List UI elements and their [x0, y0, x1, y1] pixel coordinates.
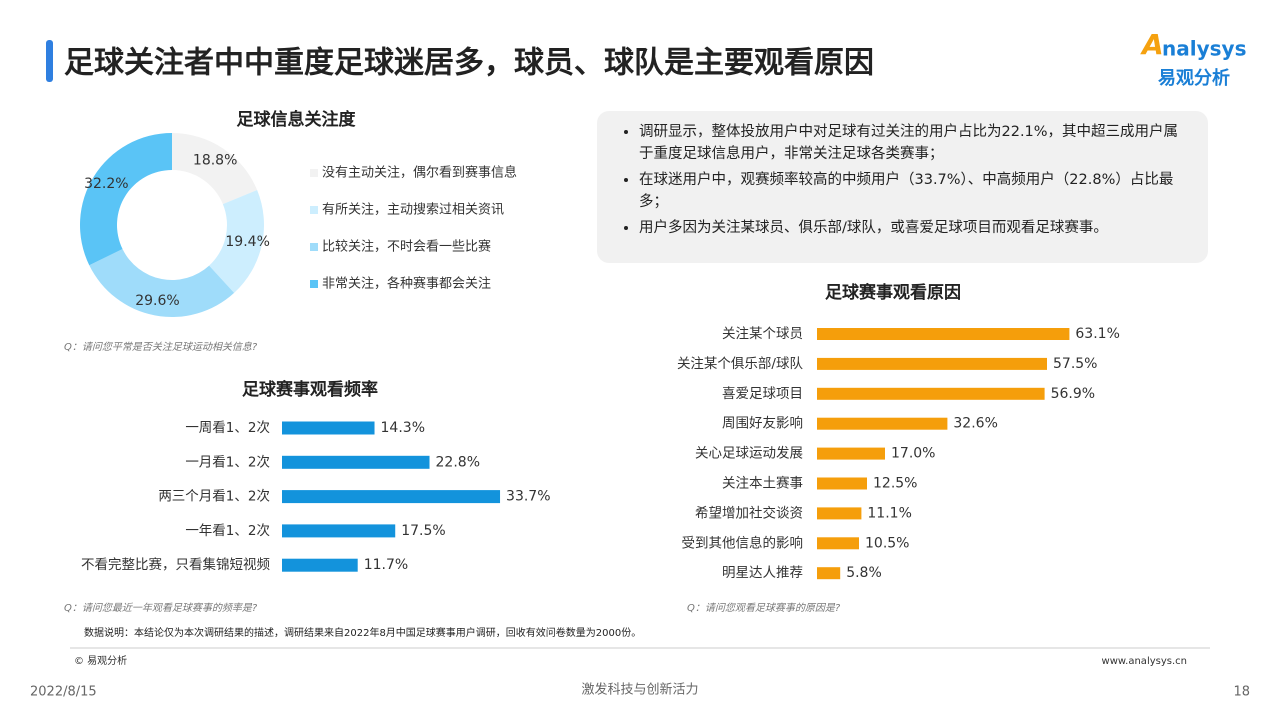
donut-slice	[89, 249, 235, 317]
category-label: 一周看1、2次	[185, 420, 270, 436]
page-number: 18	[1233, 685, 1250, 700]
slogan: 激发科技与创新活力	[581, 682, 698, 698]
value-label: 11.7%	[364, 557, 408, 573]
slice-label: 19.4%	[225, 234, 269, 250]
legend-label: 非常关注，各种赛事都会关注	[322, 276, 491, 292]
bar	[817, 417, 948, 430]
summary-bullet: 在球迷用户中，观赛频率较高的中频用户（33.7%）、中高频用户（22.8%）占比…	[639, 169, 1190, 213]
legend-swatch	[310, 206, 318, 214]
legend-swatch	[310, 243, 318, 251]
title-accent	[46, 40, 53, 82]
slice-label: 29.6%	[135, 293, 179, 309]
bar	[817, 447, 885, 460]
bar	[282, 455, 430, 469]
bar	[817, 357, 1047, 370]
logo-a: A	[1140, 28, 1164, 61]
slice-label: 18.8%	[193, 153, 237, 169]
category-label: 关心足球运动发展	[695, 446, 803, 462]
category-label: 周围好友影响	[722, 416, 803, 432]
date: 2022/8/15	[30, 685, 97, 700]
data-note: 数据说明：本结论仅为本次调研结果的描述，调研结果来自2022年8月中国足球赛事用…	[84, 626, 641, 639]
category-label: 关注某个俱乐部/球队	[677, 356, 804, 372]
category-label: 受到其他信息的影响	[682, 534, 804, 551]
bar	[817, 387, 1045, 400]
category-label: 希望增加社交谈资	[695, 504, 803, 521]
bar	[282, 558, 358, 572]
donut-slice	[79, 133, 172, 266]
category-label: 明星达人推荐	[722, 565, 803, 581]
bar	[817, 537, 859, 550]
category-label: 一年看1、2次	[185, 523, 270, 539]
summary-bullet: 用户多因为关注某球员、俱乐部/球队，或喜爱足球项目而观看足球赛事。	[639, 217, 1190, 239]
category-label: 关注某个球员	[722, 326, 803, 342]
value-label: 56.9%	[1051, 386, 1095, 402]
category-label: 喜爱足球项目	[722, 386, 803, 402]
value-label: 22.8%	[436, 454, 480, 470]
legend-swatch	[310, 280, 318, 288]
chart-title: 足球信息关注度	[237, 109, 357, 130]
summary-list: 调研显示，整体投放用户中对足球有过关注的用户占比为22.1%，其中超三成用户属于…	[615, 121, 1190, 239]
value-label: 5.8%	[846, 565, 882, 581]
legend-swatch	[310, 169, 318, 177]
summary-bullet: 调研显示，整体投放用户中对足球有过关注的用户占比为22.1%，其中超三成用户属于…	[639, 121, 1190, 165]
bar	[817, 477, 867, 490]
chart-title: 足球赛事观看频率	[242, 379, 378, 400]
bar	[282, 524, 396, 538]
question-note: Q：请问您最近一年观看足球赛事的频率是?	[64, 602, 258, 614]
slice-label: 32.2%	[84, 176, 128, 192]
legend-label: 有所关注，主动搜索过相关资讯	[322, 203, 504, 218]
question-note: Q：请问您观看足球赛事的原因是?	[687, 602, 841, 614]
value-label: 10.5%	[865, 535, 909, 551]
value-label: 57.5%	[1053, 356, 1097, 372]
legend-label: 比较关注，不时会看一些比赛	[322, 239, 491, 255]
bar	[817, 567, 841, 580]
chart-title: 足球赛事观看原因	[825, 282, 961, 303]
copyright: © 易观分析	[74, 654, 127, 667]
summary-box: 调研显示，整体投放用户中对足球有过关注的用户占比为22.1%，其中超三成用户属于…	[597, 111, 1208, 263]
value-label: 63.1%	[1075, 326, 1119, 342]
category-label: 不看完整比赛，只看集锦短视频	[81, 557, 270, 573]
bar	[817, 328, 1070, 340]
donut-slice	[172, 133, 258, 205]
value-label: 33.7%	[506, 489, 550, 505]
donut-slice	[209, 190, 264, 293]
slide-title: 足球关注者中中重度足球迷居多，球员、球队是主要观看原因	[64, 46, 874, 81]
logo-name: 易观分析	[1158, 67, 1230, 89]
value-label: 17.5%	[401, 523, 445, 539]
value-label: 17.0%	[891, 446, 935, 462]
value-label: 32.6%	[953, 416, 997, 432]
value-label: 11.1%	[867, 505, 911, 521]
value-label: 12.5%	[873, 476, 917, 492]
question-note: Q：请问您平常是否关注足球运动相关信息?	[64, 341, 258, 353]
category-label: 关注本土赛事	[722, 476, 803, 492]
website: www.analysys.cn	[1102, 656, 1187, 667]
category-label: 两三个月看1、2次	[158, 489, 270, 505]
category-label: 一月看1、2次	[185, 454, 270, 470]
value-label: 14.3%	[381, 420, 425, 436]
bar	[282, 490, 501, 504]
legend-label: 没有主动关注，偶尔看到赛事信息	[322, 165, 517, 181]
logo-mark: nalysys	[1162, 37, 1246, 61]
bar	[282, 421, 375, 435]
bar	[817, 507, 862, 520]
